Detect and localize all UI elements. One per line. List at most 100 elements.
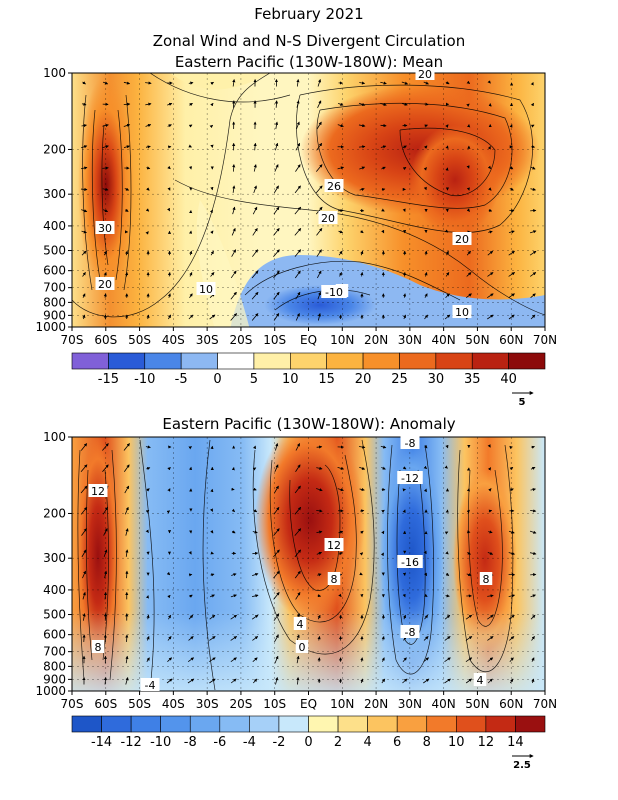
wind-vector (381, 487, 386, 491)
wind-vector (210, 272, 215, 277)
colorbar-swatch (189, 715, 221, 733)
wind-vector (358, 102, 366, 106)
wind-vector (274, 100, 279, 108)
contour-label: -16 (401, 556, 419, 569)
wind-vector (360, 678, 364, 684)
wind-vector (146, 614, 150, 620)
wind-vector (294, 570, 301, 579)
wind-vector (381, 188, 386, 192)
wind-vector (295, 464, 301, 472)
contour-label: 8 (331, 573, 338, 586)
colorbar-tick-label: 25 (391, 372, 408, 387)
wind-vector (209, 678, 216, 684)
wind-vector (273, 313, 280, 321)
contour-label: -4 (145, 679, 156, 692)
wind-vector (209, 636, 216, 641)
colorbar-tick-label: 8 (423, 735, 431, 750)
wind-vector (145, 509, 150, 514)
wind-vector (82, 314, 86, 320)
wind-vector (508, 272, 516, 277)
wind-vector (509, 657, 514, 662)
wind-vector (275, 121, 279, 130)
wind-vector (358, 145, 366, 149)
wind-vector (295, 443, 300, 451)
wind-vector (252, 572, 259, 577)
x-tick-label: 50S (128, 697, 151, 711)
wind-vector (103, 528, 108, 536)
wind-vector (252, 227, 258, 236)
wind-vector (359, 166, 366, 170)
wind-vector (531, 636, 535, 641)
wind-vector (251, 614, 259, 620)
y-tick-label: 400 (43, 583, 66, 597)
wind-vector (424, 593, 428, 597)
wind-vector (317, 270, 322, 279)
wind-vector (402, 102, 408, 106)
wind-vector (188, 551, 192, 555)
colorbar-tick-label: 2 (334, 735, 342, 750)
wind-vector (338, 593, 342, 598)
colorbar-tick-label: -15 (98, 372, 119, 387)
wind-vector (316, 227, 323, 236)
wind-vector (423, 572, 428, 577)
wind-vector (167, 614, 171, 620)
wind-vector (123, 81, 131, 85)
wind-vector (488, 530, 493, 534)
contour-label-box (400, 625, 420, 638)
colorbar-swatch (396, 715, 428, 733)
colorbar-swatch (435, 352, 473, 370)
wind-vector (125, 528, 129, 536)
y-tick-label: 1000 (35, 684, 66, 698)
wind-vector (188, 466, 193, 471)
wind-vector (487, 657, 494, 663)
wind-vector (167, 102, 173, 106)
wind-vector (509, 187, 514, 191)
wind-vector (530, 614, 536, 620)
wind-vector (509, 488, 514, 492)
x-tick-label: 20N (364, 333, 388, 347)
wind-vector (82, 81, 86, 85)
wind-vector (487, 678, 493, 684)
wind-vector (273, 206, 280, 215)
wind-vector (188, 144, 192, 148)
y-tick-label: 200 (43, 506, 66, 520)
wind-vector (402, 509, 406, 513)
wind-vector (381, 530, 385, 535)
x-tick-label: 30N (398, 333, 422, 347)
wind-vector (295, 164, 301, 172)
wind-vector (316, 551, 323, 555)
wind-vector (338, 271, 342, 277)
wind-vector (530, 293, 536, 299)
wind-vector (337, 124, 344, 128)
wind-vector (487, 293, 494, 299)
contour-label-box (324, 538, 344, 551)
wind-vector (146, 314, 150, 320)
colorbar-swatch (367, 715, 398, 733)
wind-vector (465, 614, 473, 620)
wind-vector (296, 655, 300, 664)
colorbar-swatch (130, 715, 161, 733)
wind-vector (424, 614, 428, 620)
wind-vector (530, 594, 536, 598)
wind-vector (508, 250, 515, 256)
x-tick-label: 40N (432, 697, 456, 711)
wind-vector (146, 166, 151, 170)
wind-vector (360, 250, 364, 256)
wind-vector (338, 250, 343, 256)
wind-vector (209, 124, 214, 129)
wind-vector (424, 102, 429, 106)
wind-vector (102, 443, 109, 451)
wind-vector (145, 231, 149, 235)
wind-vector (167, 124, 172, 128)
wind-vector (188, 124, 193, 128)
wind-vector (359, 466, 366, 470)
wind-vector (273, 227, 280, 236)
wind-vector (210, 551, 214, 555)
wind-vector (466, 208, 470, 212)
wind-vector (487, 551, 494, 555)
wind-vector (444, 678, 451, 684)
wind-vector (444, 614, 451, 620)
wind-vector (380, 445, 387, 449)
wind-vector (230, 291, 237, 300)
wind-vector (188, 614, 194, 620)
